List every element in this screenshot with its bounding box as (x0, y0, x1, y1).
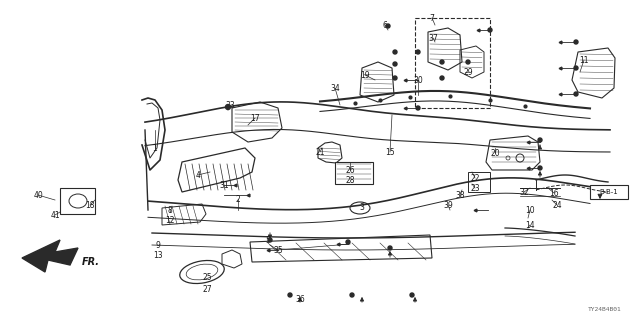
Circle shape (346, 240, 350, 244)
Circle shape (225, 105, 230, 109)
Circle shape (440, 76, 444, 80)
Text: 19: 19 (360, 70, 370, 79)
Circle shape (466, 60, 470, 64)
Text: 14: 14 (525, 220, 535, 229)
Text: 3: 3 (360, 203, 364, 212)
Circle shape (388, 246, 392, 250)
Circle shape (393, 50, 397, 54)
Text: 29: 29 (463, 68, 473, 76)
Text: 31: 31 (219, 180, 229, 189)
Text: 2: 2 (236, 195, 241, 204)
Text: B-B-1: B-B-1 (600, 189, 618, 195)
Text: 24: 24 (552, 201, 562, 210)
Circle shape (386, 24, 390, 28)
Text: 9: 9 (156, 241, 161, 250)
Text: 21: 21 (316, 148, 324, 156)
Text: 22: 22 (470, 173, 480, 182)
Circle shape (288, 293, 292, 297)
Text: FR.: FR. (82, 257, 100, 267)
Text: 5: 5 (266, 236, 271, 244)
Text: 7: 7 (429, 13, 435, 22)
Text: 13: 13 (153, 251, 163, 260)
Circle shape (488, 28, 492, 32)
Circle shape (574, 40, 578, 44)
Text: 1: 1 (152, 143, 157, 153)
FancyBboxPatch shape (60, 188, 95, 214)
Circle shape (538, 166, 542, 170)
Text: 40: 40 (33, 190, 43, 199)
Text: TY24B4B01: TY24B4B01 (588, 307, 622, 312)
Text: 35: 35 (273, 245, 283, 254)
Text: 37: 37 (428, 34, 438, 43)
Circle shape (538, 138, 542, 142)
Circle shape (574, 92, 578, 96)
Text: 6: 6 (383, 20, 387, 29)
Circle shape (416, 50, 420, 54)
Text: 26: 26 (345, 165, 355, 174)
Text: 17: 17 (250, 114, 260, 123)
Polygon shape (22, 240, 78, 272)
Text: 18: 18 (85, 201, 95, 210)
Text: 10: 10 (525, 205, 535, 214)
Text: 38: 38 (455, 190, 465, 199)
Circle shape (393, 76, 397, 80)
Circle shape (350, 293, 354, 297)
Text: 12: 12 (165, 215, 175, 225)
Circle shape (268, 238, 272, 242)
Text: 25: 25 (202, 274, 212, 283)
Text: 27: 27 (202, 285, 212, 294)
Text: 23: 23 (470, 183, 480, 193)
Text: 39: 39 (443, 201, 453, 210)
FancyBboxPatch shape (590, 185, 628, 199)
Text: 34: 34 (330, 84, 340, 92)
Text: 4: 4 (196, 171, 200, 180)
Text: 32: 32 (519, 188, 529, 196)
Circle shape (574, 66, 578, 70)
Text: 30: 30 (413, 76, 423, 84)
Circle shape (410, 293, 414, 297)
Text: 16: 16 (549, 188, 559, 197)
FancyBboxPatch shape (335, 162, 373, 184)
Circle shape (416, 106, 420, 110)
Circle shape (393, 62, 397, 66)
Text: 15: 15 (385, 148, 395, 156)
Text: 28: 28 (345, 175, 355, 185)
Text: 36: 36 (295, 295, 305, 305)
Circle shape (440, 60, 444, 64)
Text: 11: 11 (579, 55, 589, 65)
Text: 33: 33 (225, 100, 235, 109)
Text: 8: 8 (168, 205, 172, 214)
Text: 41: 41 (50, 211, 60, 220)
FancyBboxPatch shape (468, 172, 490, 192)
Text: 20: 20 (490, 148, 500, 157)
